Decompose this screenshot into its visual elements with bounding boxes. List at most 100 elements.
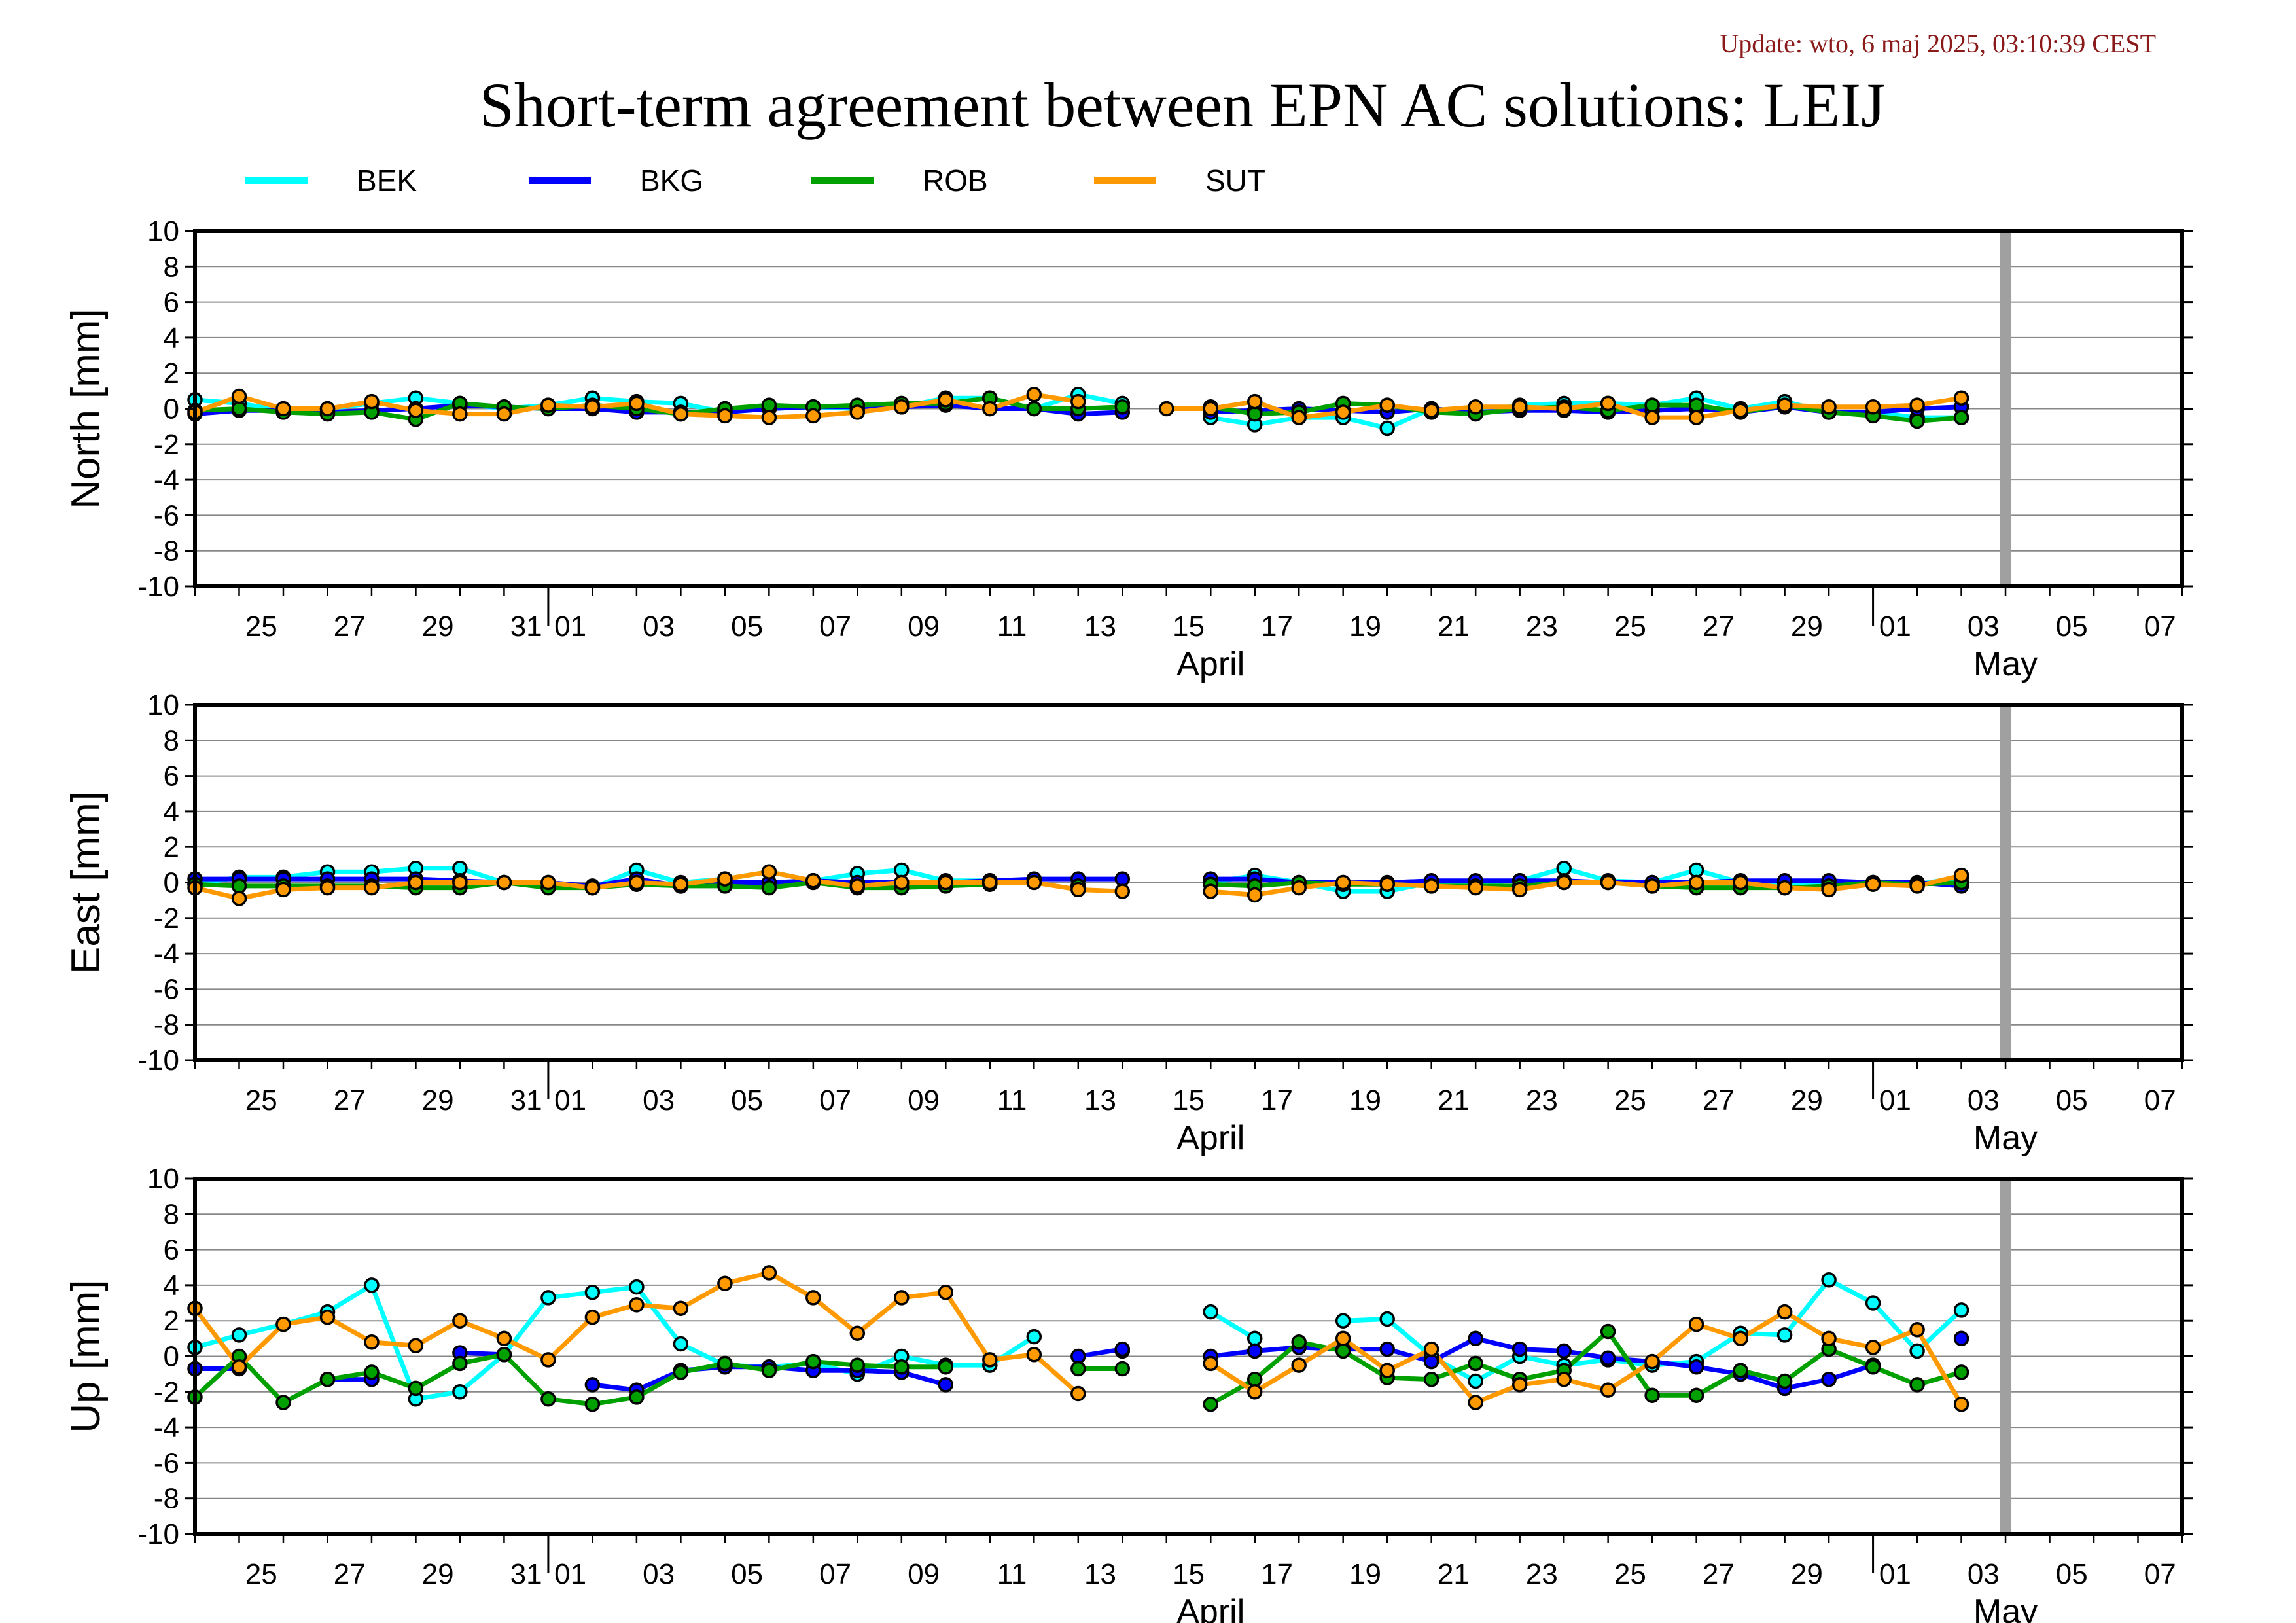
point-sut — [1291, 410, 1307, 425]
point-rob — [1335, 1343, 1351, 1359]
point-sut — [1953, 390, 1969, 406]
point-rob — [1114, 399, 1131, 415]
point-bek — [1688, 862, 1704, 878]
x-tick-label: 31 — [510, 1558, 542, 1590]
point-sut — [1821, 1330, 1837, 1347]
month-label-may: May — [1973, 645, 2038, 683]
x-tick-label: 13 — [1084, 611, 1116, 643]
point-bkg — [1070, 1348, 1086, 1364]
point-sut — [364, 1334, 380, 1350]
point-sut — [319, 880, 336, 896]
y-tick-label: 0 — [164, 1341, 179, 1373]
x-tick-label: 05 — [731, 1558, 763, 1590]
point-rob — [629, 1389, 645, 1405]
panel-2: 108 6 42 0-2 -4-6 -8-10 Up [mm] 25 27 29 31 01 03 05 0… — [63, 1163, 2193, 1623]
point-sut — [1335, 874, 1351, 891]
point-sut — [1468, 399, 1483, 415]
point-bek — [1379, 420, 1395, 437]
y-tick-label: 6 — [164, 1234, 179, 1266]
y-tick-label: -2 — [154, 429, 179, 461]
point-sut — [1379, 876, 1395, 892]
point-sut — [1644, 1353, 1660, 1370]
y-tick-label: 0 — [164, 867, 179, 899]
point-sut — [275, 401, 291, 417]
x-tick-label: 17 — [1261, 611, 1293, 643]
x-tick-label: 13 — [1084, 1084, 1116, 1116]
point-sut — [364, 393, 380, 410]
point-sut — [584, 880, 601, 896]
y-tick-label: 10 — [147, 215, 179, 247]
point-sut — [849, 404, 866, 420]
point-rob — [1423, 1372, 1439, 1387]
point-sut — [452, 874, 468, 891]
point-sut — [1511, 399, 1528, 415]
point-sut — [938, 1285, 954, 1300]
y-tick-label: -2 — [154, 1376, 179, 1408]
point-bek — [452, 1384, 468, 1400]
x-tick-label: 01 — [554, 1558, 586, 1590]
x-tick-label: 03 — [1968, 611, 2000, 643]
point-rob — [849, 1357, 866, 1373]
point-sut — [982, 1352, 998, 1368]
point-sut — [408, 874, 424, 891]
point-sut — [1556, 874, 1572, 891]
point-bek — [364, 1277, 380, 1293]
x-tick-label: 21 — [1438, 1084, 1470, 1116]
y-tick-label: -2 — [154, 902, 179, 935]
x-tick-label: 27 — [1703, 611, 1735, 643]
point-bek — [584, 1285, 601, 1300]
point-sut — [1733, 874, 1748, 891]
x-tick-label: 23 — [1526, 1558, 1558, 1590]
point-sut — [717, 871, 733, 887]
point-rob — [1865, 1359, 1881, 1375]
point-sut — [540, 1352, 556, 1368]
x-tick-label: 27 — [1703, 1558, 1735, 1590]
point-sut — [673, 1300, 689, 1316]
point-sut — [1026, 1347, 1042, 1363]
x-tick-label: 29 — [422, 1084, 454, 1116]
point-rob — [540, 1391, 556, 1407]
point-sut — [1556, 1372, 1572, 1387]
x-tick-label: 19 — [1349, 1084, 1381, 1116]
point-sut — [673, 406, 689, 422]
point-rob — [496, 1347, 512, 1363]
point-rob — [231, 878, 247, 894]
point-rob — [761, 1363, 777, 1378]
point-bkg — [1468, 1330, 1483, 1347]
point-sut — [629, 395, 645, 412]
x-tick-label: 13 — [1084, 1558, 1116, 1590]
month-label-april: April — [1176, 1593, 1245, 1623]
x-tick-label: 03 — [643, 1084, 675, 1116]
x-tick-label: 01 — [554, 611, 586, 643]
point-sut — [849, 1325, 866, 1341]
point-bek — [1556, 861, 1572, 876]
point-sut — [1335, 404, 1351, 420]
x-tick-label: 01 — [554, 1084, 586, 1116]
point-sut — [1776, 1304, 1793, 1320]
legend-label-rob: ROB — [923, 164, 988, 198]
point-sut — [1600, 1382, 1616, 1398]
x-tick-label: 31 — [510, 1084, 542, 1116]
point-sut — [496, 406, 512, 422]
point-bkg — [1953, 1330, 1969, 1347]
point-sut — [1468, 1395, 1483, 1410]
point-sut — [1026, 387, 1042, 402]
point-sut — [1070, 393, 1086, 410]
y-axis-label: Up [mm] — [63, 1279, 109, 1433]
point-bkg — [584, 1377, 601, 1393]
y-tick-label: -10 — [137, 1044, 179, 1077]
point-sut — [1423, 402, 1439, 418]
point-bek — [1335, 1313, 1351, 1329]
x-tick-label: 17 — [1261, 1558, 1293, 1590]
x-tick-label: 01 — [1879, 1084, 1911, 1116]
point-sut — [584, 1310, 601, 1325]
point-sut — [1688, 410, 1704, 425]
point-sut — [938, 392, 954, 408]
month-label-april: April — [1176, 645, 1245, 683]
x-tick-label: 29 — [422, 1558, 454, 1590]
y-tick-label: 6 — [164, 760, 179, 793]
y-axis-label: East [mm] — [63, 791, 109, 974]
point-sut — [1821, 882, 1837, 898]
point-sut — [275, 882, 291, 898]
x-tick-label: 25 — [1614, 611, 1646, 643]
